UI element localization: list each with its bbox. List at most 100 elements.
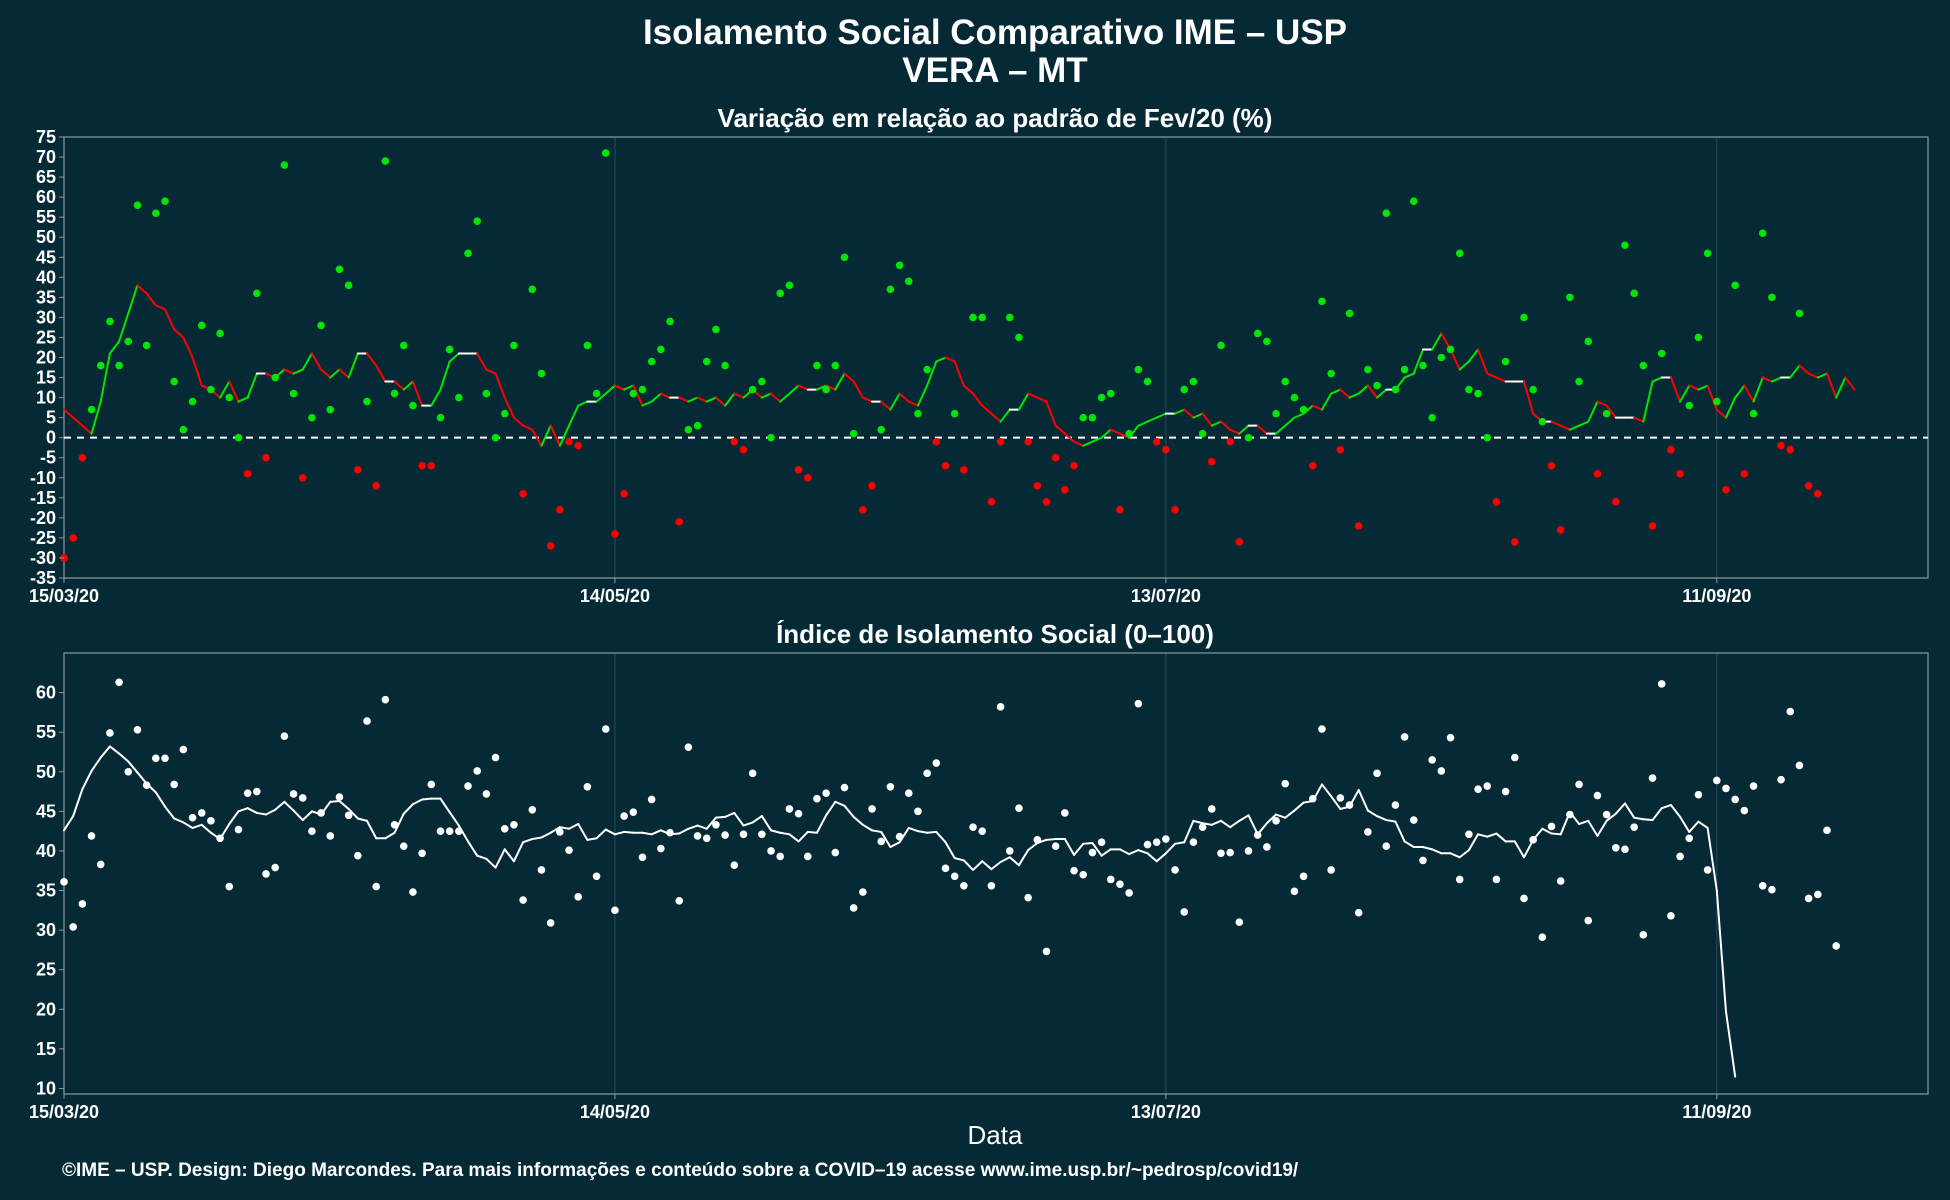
data-point: [1492, 498, 1501, 506]
moving-average-segment: [1082, 842, 1094, 845]
moving-average-segment: [714, 396, 727, 407]
data-point: [1786, 445, 1795, 454]
moving-average-segment: [1706, 384, 1718, 411]
data-point: [207, 385, 215, 394]
moving-average-segment: [1146, 416, 1158, 423]
moving-average-segment: [320, 368, 332, 379]
moving-average-segment: [1027, 842, 1039, 852]
data-point: [785, 281, 794, 290]
moving-average-segment: [292, 809, 304, 822]
moving-average-segment: [1174, 408, 1186, 415]
data-point: [1419, 856, 1427, 865]
data-point: [253, 289, 261, 298]
data-point: [1740, 469, 1749, 478]
data-point: [730, 437, 739, 446]
moving-average-segment: [246, 372, 258, 399]
data-point: [565, 846, 573, 854]
moving-average-segment: [586, 837, 598, 841]
moving-average-segment: [1642, 380, 1654, 423]
data-point: [1207, 457, 1216, 466]
data-point: [1327, 866, 1335, 874]
data-point: [960, 465, 968, 474]
data-point: [1207, 805, 1216, 813]
data-point: [115, 678, 123, 687]
data-point: [289, 389, 298, 398]
moving-average-segment: [641, 400, 653, 407]
moving-average-segment: [568, 404, 580, 427]
data-point: [840, 783, 849, 792]
data-point: [1171, 866, 1179, 874]
moving-average-segment: [540, 831, 552, 839]
data-point: [666, 828, 674, 837]
moving-average-segment: [916, 384, 929, 407]
data-point: [904, 789, 913, 797]
y-tick-label: -25: [30, 528, 56, 548]
chart-title: Isolamento Social Comparativo IME – USP: [643, 13, 1347, 52]
data-point: [1630, 289, 1638, 298]
data-point: [1758, 881, 1767, 890]
data-point: [1290, 393, 1299, 402]
moving-average-segment: [81, 769, 93, 791]
data-point: [739, 830, 748, 839]
data-point: [721, 361, 729, 370]
moving-average-segment: [329, 800, 341, 803]
moving-average-segment: [687, 824, 699, 830]
moving-average-segment: [421, 797, 433, 801]
moving-average-segment: [1118, 848, 1131, 856]
data-point: [1694, 790, 1703, 799]
data-point: [1097, 838, 1106, 847]
moving-average-segment: [926, 360, 938, 387]
moving-average-segment: [1486, 372, 1498, 379]
moving-average-segment: [1605, 812, 1617, 822]
data-point: [1713, 397, 1721, 406]
data-point: [298, 473, 307, 482]
data-point: [436, 413, 445, 422]
data-point: [1814, 890, 1822, 899]
moving-average-segment: [118, 752, 130, 763]
data-point: [519, 896, 527, 904]
y-tick-label: 20: [36, 348, 56, 368]
moving-average-segment: [356, 817, 369, 822]
data-point: [1281, 779, 1290, 788]
data-point: [409, 888, 417, 896]
data-point: [1510, 538, 1519, 546]
moving-average-segment: [1633, 416, 1645, 423]
moving-average-segment: [1311, 404, 1323, 411]
data-point: [1667, 912, 1675, 920]
moving-average-segment: [1486, 832, 1498, 838]
moving-average-segment: [733, 392, 745, 399]
data-point: [510, 341, 518, 350]
data-point: [1483, 782, 1492, 790]
data-point: [482, 389, 491, 398]
moving-average-segment: [1688, 384, 1700, 391]
data-point: [629, 389, 638, 398]
data-point: [1033, 836, 1042, 844]
x-tick-label: 11/09/20: [1682, 586, 1751, 606]
data-point: [87, 832, 96, 840]
moving-average-segment: [1045, 838, 1057, 841]
y-tick-label: 45: [36, 801, 56, 821]
moving-average-segment: [173, 817, 185, 824]
data-point: [657, 345, 665, 354]
data-point: [776, 852, 785, 861]
data-point: [1391, 801, 1400, 809]
data-point: [1428, 756, 1436, 764]
data-point: [243, 469, 252, 478]
y-tick-label: -5: [40, 448, 56, 468]
data-point: [427, 780, 436, 789]
data-point: [767, 847, 775, 855]
data-point: [1097, 393, 1106, 402]
data-point: [1308, 794, 1317, 803]
data-point: [1529, 836, 1537, 844]
moving-average-segment: [164, 308, 176, 331]
moving-average-segment: [522, 424, 534, 431]
moving-average-segment: [861, 823, 874, 832]
moving-average-segment: [503, 396, 515, 419]
moving-average-segment: [255, 811, 268, 816]
moving-average-segment: [72, 788, 84, 818]
moving-average-segment: [1164, 842, 1177, 855]
data-point: [647, 357, 656, 366]
data-point: [326, 832, 335, 840]
data-point: [253, 787, 261, 796]
